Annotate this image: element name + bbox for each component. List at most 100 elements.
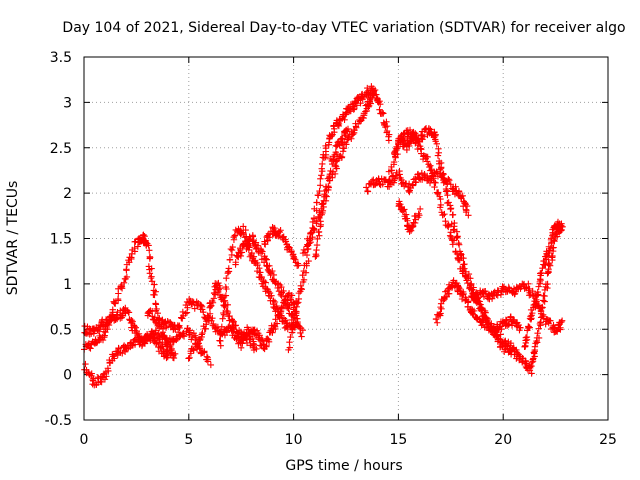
data-point [390, 161, 398, 168]
data-point [263, 256, 270, 263]
data-point [174, 329, 182, 336]
data-point [407, 227, 415, 234]
data-point [269, 267, 276, 275]
data-point [432, 315, 440, 323]
data-point [373, 179, 380, 187]
data-point [97, 378, 104, 385]
data-point [247, 251, 255, 259]
data-point [343, 141, 350, 148]
data-point [328, 132, 335, 140]
data-point [317, 218, 324, 225]
data-point [410, 132, 418, 140]
data-point [431, 183, 438, 191]
data-point [170, 325, 178, 332]
data-point [317, 175, 324, 183]
data-point [281, 297, 289, 304]
data-point [82, 360, 89, 368]
data-point [428, 165, 435, 173]
data-point [547, 245, 554, 252]
data-point [184, 304, 191, 311]
data-point [360, 112, 368, 119]
data-point [338, 153, 346, 161]
data-point [414, 170, 422, 178]
data-point [384, 183, 391, 190]
data-point [270, 303, 277, 311]
data-point [385, 131, 393, 138]
data-point [158, 331, 165, 338]
data-point [315, 228, 323, 236]
data-point [416, 212, 423, 219]
data-point [494, 332, 501, 339]
data-point [380, 110, 387, 117]
data-point [400, 206, 407, 214]
data-point [440, 297, 447, 304]
data-point [495, 335, 502, 342]
data-point [320, 203, 327, 211]
data-point [131, 248, 139, 255]
data-point [371, 86, 379, 94]
data-point [246, 336, 253, 343]
y-tick-label: 1.5 [50, 232, 72, 248]
data-point [200, 308, 207, 316]
data-point [186, 354, 193, 362]
data-point [481, 309, 488, 316]
data-point [554, 218, 562, 226]
data-point [173, 336, 180, 344]
data-point [196, 342, 203, 350]
data-point [118, 312, 125, 319]
series-group [489, 220, 566, 377]
data-point [203, 353, 211, 360]
data-point [503, 317, 510, 324]
data-point [148, 265, 155, 272]
data-point [259, 337, 266, 344]
data-point [217, 337, 224, 345]
data-point [226, 256, 234, 263]
data-point [339, 145, 347, 152]
data-point [434, 319, 441, 326]
series-group [235, 290, 301, 353]
data-point [256, 265, 263, 272]
data-point [86, 331, 93, 338]
data-point [449, 241, 456, 248]
data-point [220, 309, 227, 317]
data-point [353, 102, 361, 109]
y-tick-label: 2.5 [50, 141, 72, 157]
data-point [436, 311, 443, 318]
data-point [272, 316, 279, 323]
data-point [376, 106, 383, 113]
data-point [222, 283, 229, 291]
data-point [163, 354, 170, 362]
data-point [450, 237, 458, 244]
data-point [414, 137, 421, 144]
data-point [115, 345, 123, 353]
data-point [114, 309, 121, 316]
data-point [146, 254, 154, 261]
data-point [262, 343, 270, 350]
data-point [351, 105, 358, 113]
data-point [433, 140, 440, 148]
data-point [310, 214, 318, 222]
data-point [199, 329, 206, 337]
data-point [128, 255, 135, 263]
data-point [452, 183, 459, 190]
series-group [312, 125, 352, 260]
data-point [176, 322, 183, 329]
data-point [439, 171, 446, 179]
series-group [232, 232, 307, 340]
data-point [523, 333, 531, 341]
data-point [545, 269, 552, 276]
data-point [528, 370, 535, 377]
data-point [232, 259, 239, 266]
data-point [270, 297, 277, 304]
data-point [536, 320, 544, 328]
data-point [271, 298, 279, 306]
data-point [344, 125, 352, 133]
data-point [186, 329, 194, 336]
y-tick-label: 3 [63, 95, 72, 111]
data-point [219, 315, 226, 322]
data-point [558, 317, 566, 324]
data-point [191, 305, 198, 312]
data-point [327, 167, 334, 175]
data-point [141, 340, 149, 347]
data-point [317, 182, 324, 189]
